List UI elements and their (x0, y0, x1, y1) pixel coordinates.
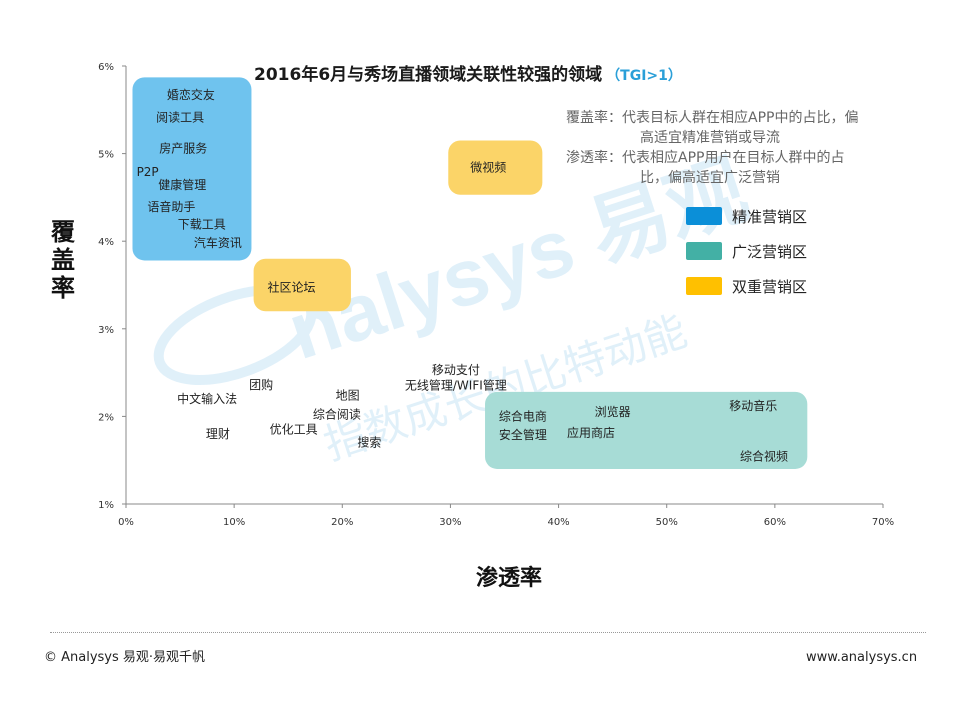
footer-copyright: © Analysys 易观·易观千帆 (44, 650, 206, 665)
x-tick-label: 70% (872, 517, 894, 528)
point-label--: 婚恋交友 (167, 87, 215, 102)
x-tick-label: 20% (331, 517, 353, 528)
point-label--: 移动音乐 (729, 398, 777, 413)
legend-swatch-broad (686, 242, 722, 260)
point-label--: 综合阅读 (313, 407, 361, 422)
point-label--wifi-: 无线管理/WIFI管理 (405, 378, 507, 393)
note-coverage: 覆盖率：代表目标人群在相应APP中的占比，偏 高适宜精准营销或导流 (566, 108, 906, 148)
point-label--: 浏览器 (595, 404, 631, 419)
zone-0 (132, 77, 252, 261)
point-label--: 综合视频 (740, 449, 788, 464)
x-tick-label: 50% (656, 517, 678, 528)
legend-swatch-precision (686, 207, 722, 225)
chart-title: 2016年6月与秀场直播领域关联性较强的领域 （TGI>1） (254, 60, 682, 85)
note-coverage-line2: 高适宜精准营销或导流 (640, 130, 780, 146)
x-tick-label: 40% (547, 517, 569, 528)
y-tick-label: 4% (98, 237, 114, 248)
chart-title-text: 2016年6月与秀场直播领域关联性较强的领域 (254, 65, 603, 85)
chart-subtitle: （TGI>1） (606, 68, 682, 84)
zone-1 (485, 391, 808, 469)
point-label--: 中文输入法 (177, 391, 237, 406)
point-label--: 房产服务 (159, 140, 207, 155)
point-label--: 优化工具 (270, 423, 318, 437)
x-tick-label: 60% (764, 517, 786, 528)
note-penetration-line1: 渗透率：代表相应APP用户在目标人群中的占 (566, 150, 845, 166)
point-label--: 团购 (249, 377, 273, 392)
zone-2 (253, 258, 351, 312)
y-tick-label: 2% (98, 412, 114, 423)
point-label--: 搜索 (357, 435, 381, 450)
note-coverage-line1: 覆盖率：代表目标人群在相应APP中的占比，偏 (566, 110, 859, 126)
x-axis-label: 渗透率 (476, 566, 543, 591)
point-label--: 社区论坛 (267, 280, 315, 295)
y-tick-label: 3% (98, 325, 114, 336)
point-label--: 语音助手 (147, 199, 195, 214)
point-label--: 应用商店 (567, 425, 615, 440)
legend-label-precision: 精准营销区 (732, 208, 808, 226)
zone-3 (448, 140, 543, 195)
point-label--: 阅读工具 (156, 111, 204, 125)
y-axis-label: 覆盖率 (51, 218, 75, 302)
point-label--: 理财 (206, 427, 230, 441)
point-label--: 综合电商 (499, 408, 547, 423)
point-label--: 下载工具 (178, 218, 226, 232)
legend-label-broad: 广泛营销区 (732, 243, 808, 261)
legend-label-dual: 双重营销区 (732, 278, 808, 296)
point-label--: 安全管理 (499, 427, 547, 442)
x-tick-label: 0% (118, 517, 134, 528)
legend-swatch-dual (686, 277, 722, 295)
x-tick-label: 30% (439, 517, 461, 528)
y-tick-label: 6% (98, 62, 114, 73)
point-label--: 健康管理 (158, 177, 206, 192)
point-label--: 移动支付 (432, 363, 480, 377)
footer-website[interactable]: www.analysys.cn (806, 650, 918, 665)
point-label--: 地图 (336, 388, 360, 402)
footer-divider (50, 632, 926, 633)
point-label--: 微视频 (470, 160, 506, 175)
note-penetration-line2: 比，偏高适宜广泛营销 (640, 170, 780, 186)
x-tick-label: 10% (223, 517, 245, 528)
y-tick-label: 1% (98, 500, 114, 511)
note-penetration: 渗透率：代表相应APP用户在目标人群中的占 比，偏高适宜广泛营销 (566, 148, 906, 188)
y-tick-label: 5% (98, 150, 114, 161)
point-label--: 汽车资讯 (194, 235, 242, 250)
point-label-p2p: P2P (137, 165, 159, 179)
